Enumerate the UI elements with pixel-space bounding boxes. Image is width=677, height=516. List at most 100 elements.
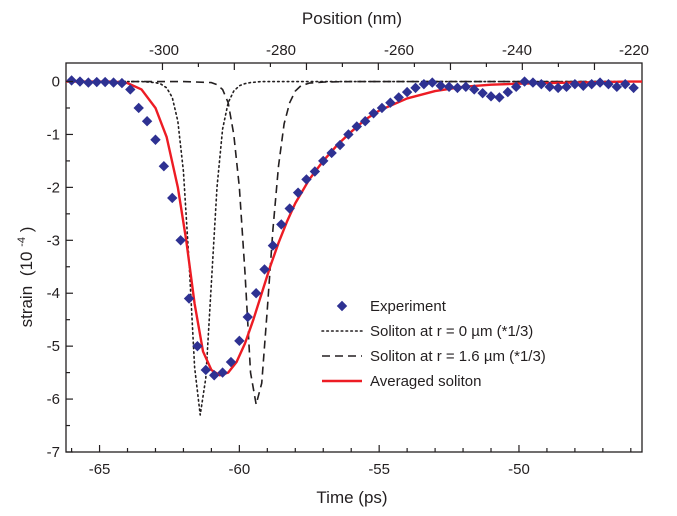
legend-item: Soliton at r = 1.6 µm (*1/3) [322, 348, 546, 365]
experiment-point [385, 97, 396, 108]
y-tick-label: -4 [47, 285, 60, 302]
experiment-point [141, 116, 153, 127]
x-tick-label: -50 [508, 461, 530, 478]
legend-label: Averaged soliton [370, 373, 481, 390]
experiment-point [309, 166, 321, 177]
experiment-point [225, 356, 237, 368]
experiment-point [527, 77, 539, 88]
experiment-point [393, 92, 404, 103]
experiment-point [359, 116, 371, 127]
experiment-point [611, 81, 623, 93]
y-axis-unit-exponent: -4 [16, 237, 28, 247]
experiment-point [376, 102, 388, 114]
plot-frame [65, 62, 643, 453]
experiment-point [586, 78, 597, 90]
experiment-point [267, 240, 279, 251]
experiment-point [125, 84, 136, 95]
experiment-point [150, 134, 161, 145]
y-tick-label: -5 [47, 338, 60, 355]
experiment-point [427, 77, 438, 88]
y-tick-label: -1 [47, 126, 60, 143]
experiment-point [158, 161, 170, 172]
series-line-1 [126, 80, 643, 416]
experiment-point [217, 367, 228, 378]
y-tick-label: 0 [52, 74, 60, 91]
bottom-x-axis: -65 -60 -55 -50 [70, 445, 632, 478]
legend-label: Soliton at r = 0 µm (*1/3) [370, 323, 533, 340]
experiment-point [292, 187, 304, 198]
x-tick-label: -60 [229, 461, 251, 478]
experiment-point [561, 81, 572, 93]
y-axis-unit-prefix: (10 [17, 252, 36, 277]
x-tick-label: -65 [89, 461, 111, 478]
experiment-point [418, 78, 430, 90]
legend: Experiment Soliton at r = 0 µm (*1/3) Soli… [321, 298, 546, 390]
top-tick-label: -300 [149, 42, 179, 59]
top-x-axis: -300 -280 -260 -240 -220 [149, 42, 649, 70]
experiment-point [242, 311, 253, 323]
experiment-point [192, 340, 203, 352]
series-line-2 [66, 80, 642, 406]
experiment-point [494, 92, 505, 103]
experiment-point [250, 288, 262, 299]
legend-item: Soliton at r = 0 µm (*1/3) [321, 323, 533, 340]
experiment-point [167, 192, 178, 204]
experiment-point [200, 364, 212, 376]
x-axis-title: Time (ps) [316, 488, 387, 507]
experiment-point [544, 81, 555, 93]
y-tick-label: -2 [47, 179, 60, 196]
legend-item: Experiment [336, 298, 447, 315]
legend-label: Soliton at r = 1.6 µm (*1/3) [370, 348, 546, 365]
y-tick-label: -7 [47, 444, 60, 461]
experiment-point [485, 91, 497, 102]
experiment-point [502, 86, 513, 98]
experiment-markers [66, 75, 639, 381]
experiment-point [536, 78, 547, 90]
experiment-point [460, 81, 472, 93]
experiment-point [234, 335, 245, 347]
plot-border [65, 62, 643, 453]
experiment-point [452, 82, 463, 94]
experiment-point [116, 77, 128, 89]
experiment-point [284, 203, 295, 214]
experiment-point [183, 293, 195, 304]
experiment-point [628, 82, 639, 94]
y-axis-title: strain (10 -4 ) [10, 227, 36, 328]
experiment-point [334, 139, 346, 151]
experiment-point [519, 76, 530, 87]
y-axis-title-main: strain [17, 286, 36, 328]
experiment-point [208, 370, 220, 381]
experiment-point [326, 147, 337, 159]
experiment-point [175, 235, 186, 246]
experiment-point [108, 77, 119, 88]
experiment-point [133, 102, 144, 114]
top-tick-label: -240 [502, 42, 532, 59]
curves-layer [66, 80, 643, 416]
experiment-point [74, 76, 86, 87]
top-tick-label: -220 [619, 42, 649, 59]
experiment-point [443, 81, 455, 93]
top-tick-label: -280 [266, 42, 296, 59]
experiment-point [569, 78, 581, 90]
experiment-point [276, 219, 287, 230]
experiment-point [318, 155, 329, 167]
experiment-point [435, 80, 446, 91]
y-axis: 0 -1 -2 -3 -4 -5 -6 -7 [47, 74, 73, 461]
experiment-point [91, 76, 102, 88]
experiment-point [603, 78, 614, 90]
y-axis-unit-suffix: ) [17, 227, 36, 233]
experiment-point [99, 76, 111, 88]
experiment-point [343, 129, 354, 140]
experiment-point [410, 82, 421, 94]
experiment-point [401, 86, 413, 98]
y-tick-label: -6 [47, 391, 60, 408]
experiment-point [368, 108, 379, 119]
experiment-point [66, 75, 77, 86]
experiment-point [594, 77, 606, 88]
experiment-point [620, 78, 631, 90]
x-tick-label: -55 [368, 461, 390, 478]
legend-swatch-marker [336, 300, 348, 312]
legend-label: Experiment [370, 298, 447, 315]
experiment-point [259, 264, 270, 275]
